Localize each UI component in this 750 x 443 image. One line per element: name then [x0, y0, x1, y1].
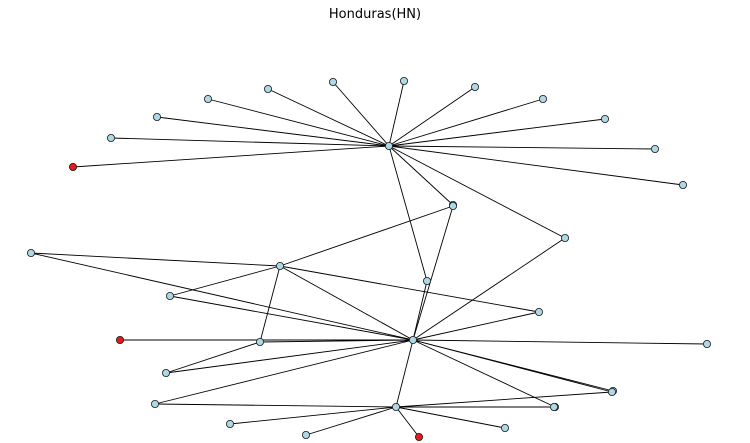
graph-edge	[388, 118, 606, 147]
graph-edge	[395, 406, 420, 438]
graph-node	[150, 399, 159, 408]
graph-node	[107, 133, 116, 142]
graph-edge	[412, 205, 454, 341]
graph-edge	[165, 339, 414, 374]
graph-edge	[412, 339, 613, 393]
graph-edge	[395, 406, 506, 429]
graph-edge	[412, 311, 540, 341]
graph-node	[539, 95, 548, 104]
graph-node	[328, 78, 337, 87]
graph-node	[651, 144, 660, 153]
graph-node	[275, 261, 284, 270]
edge-layer	[30, 80, 708, 438]
graph-edge	[388, 145, 684, 186]
graph-edge	[165, 341, 261, 374]
graph-node	[408, 335, 417, 344]
graph-edge	[267, 88, 390, 147]
graph-edge	[412, 280, 428, 341]
graph-edge	[388, 98, 544, 147]
graph-edge	[110, 137, 390, 147]
graph-edge	[412, 237, 566, 341]
graph-node	[601, 115, 610, 124]
graph-edge	[30, 252, 414, 341]
graph-node	[703, 339, 712, 348]
graph-node	[470, 83, 479, 92]
graph-edge	[30, 252, 281, 267]
graph-node	[26, 248, 35, 257]
graph-node	[399, 77, 408, 86]
graph-edge	[388, 145, 566, 239]
graph-edge	[279, 265, 414, 341]
graph-edge	[412, 339, 556, 408]
graph-node	[550, 402, 559, 411]
graph-node	[391, 402, 400, 411]
graph-edge	[259, 265, 281, 343]
graph-edge	[207, 98, 390, 147]
graph-node	[422, 276, 431, 285]
graph-node	[679, 180, 688, 189]
graph-edge	[279, 205, 454, 267]
graph-edge	[279, 265, 540, 313]
graph-node	[161, 368, 170, 377]
graph-node	[535, 307, 544, 316]
graph-node	[608, 387, 617, 396]
graph-edge	[169, 265, 281, 297]
chart-title: Honduras(HN)	[328, 7, 422, 22]
graph-node	[203, 95, 212, 104]
graph-edge	[305, 406, 397, 436]
graph-edge	[156, 116, 390, 147]
graph-edge	[72, 145, 390, 168]
graph-edge	[388, 86, 476, 147]
graph-node-highlight	[69, 162, 78, 171]
graph-node-highlight	[414, 432, 423, 441]
node-layer	[26, 77, 712, 441]
graph-node	[255, 337, 264, 346]
graph-node	[263, 85, 272, 94]
graph-edge	[154, 403, 397, 408]
graph-node	[448, 201, 457, 210]
graph-node	[165, 291, 174, 300]
graph-edge	[154, 339, 414, 405]
graph-node-highlight	[116, 335, 125, 344]
graph-node	[384, 141, 393, 150]
graph-edge	[388, 145, 454, 206]
graph-edge	[388, 145, 428, 282]
graph-edge	[395, 391, 613, 408]
graph-edge	[395, 339, 414, 408]
graph-edge	[388, 145, 656, 150]
graph-edge	[388, 80, 405, 147]
graph-node	[500, 423, 509, 432]
graph-edge	[332, 81, 390, 147]
graph-edge	[169, 295, 414, 341]
graph-node	[561, 233, 570, 242]
graph-node	[152, 113, 161, 122]
graph-node	[225, 419, 234, 428]
graph-edge	[229, 406, 397, 425]
graph-node	[301, 430, 310, 439]
graph-edge	[412, 339, 708, 345]
